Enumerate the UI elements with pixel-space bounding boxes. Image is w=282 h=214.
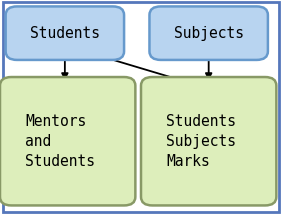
FancyBboxPatch shape <box>141 77 276 205</box>
Text: Students: Students <box>30 26 100 41</box>
Text: Subjects: Subjects <box>174 26 244 41</box>
Text: Mentors
and
Students: Mentors and Students <box>25 114 95 169</box>
FancyBboxPatch shape <box>6 6 124 60</box>
FancyBboxPatch shape <box>0 77 135 205</box>
FancyBboxPatch shape <box>149 6 268 60</box>
Text: Students
Subjects
Marks: Students Subjects Marks <box>166 114 236 169</box>
